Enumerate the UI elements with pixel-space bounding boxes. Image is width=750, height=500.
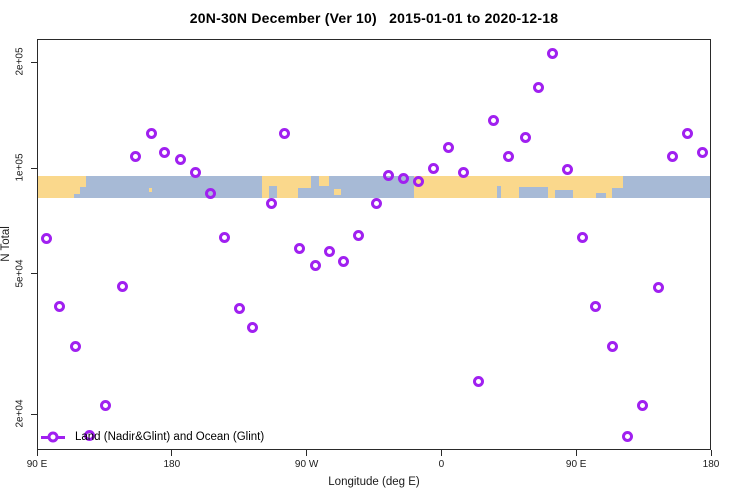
data-point bbox=[190, 167, 202, 179]
data-point bbox=[146, 128, 158, 140]
data-point bbox=[473, 375, 485, 387]
x-axis-tick bbox=[440, 450, 442, 456]
plot-area-border bbox=[37, 39, 711, 450]
ocean-notch bbox=[519, 187, 548, 198]
y-axis-tick bbox=[31, 61, 37, 63]
land-segment bbox=[74, 176, 81, 194]
data-point bbox=[562, 163, 574, 175]
data-point bbox=[590, 301, 602, 313]
land-segment bbox=[318, 176, 330, 186]
legend-line-swatch bbox=[41, 431, 65, 443]
data-point bbox=[278, 128, 290, 140]
y-axis-tick-label: 2e+05 bbox=[14, 47, 26, 76]
data-point bbox=[175, 154, 187, 166]
y-axis-tick bbox=[31, 413, 37, 415]
data-point bbox=[547, 48, 559, 60]
data-point bbox=[682, 128, 694, 140]
data-point bbox=[443, 141, 455, 153]
y-axis-title: N Total bbox=[0, 226, 12, 262]
data-point bbox=[621, 430, 633, 442]
data-point bbox=[666, 151, 678, 163]
data-point bbox=[577, 232, 589, 244]
data-point bbox=[697, 146, 709, 158]
land-segment bbox=[333, 189, 342, 195]
data-point bbox=[458, 166, 470, 178]
data-point bbox=[83, 429, 95, 441]
data-point bbox=[205, 187, 217, 199]
data-point bbox=[323, 246, 335, 258]
ocean-notch bbox=[496, 185, 502, 198]
data-point bbox=[53, 301, 65, 313]
land-segment bbox=[80, 176, 86, 187]
ocean-notch bbox=[269, 185, 277, 198]
legend-open-circle-marker bbox=[47, 431, 59, 443]
data-point bbox=[370, 197, 382, 209]
data-point bbox=[502, 151, 514, 163]
x-axis-tick-label: 0 bbox=[438, 459, 445, 470]
land-segment bbox=[612, 176, 623, 189]
x-axis-tick bbox=[306, 450, 308, 456]
x-axis-tick-label: 90 E bbox=[26, 459, 48, 470]
x-axis-title: Longitude (deg E) bbox=[328, 476, 420, 488]
land-segment bbox=[297, 176, 312, 189]
data-point bbox=[41, 233, 53, 245]
x-axis-tick-label: 180 bbox=[163, 459, 181, 470]
y-axis-tick bbox=[31, 167, 37, 169]
data-point bbox=[158, 146, 170, 158]
chart-title: 20N-30N December (Ver 10) 2015-01-01 to … bbox=[189, 10, 559, 26]
x-axis-tick bbox=[710, 450, 712, 456]
x-axis-tick bbox=[171, 450, 173, 456]
data-point bbox=[519, 132, 531, 144]
data-point bbox=[427, 162, 439, 174]
data-point bbox=[383, 169, 395, 181]
land-segment bbox=[37, 176, 75, 198]
data-point bbox=[130, 151, 142, 163]
x-axis-tick-label: 90 W bbox=[294, 459, 319, 470]
data-point bbox=[265, 197, 277, 209]
x-axis-tick bbox=[36, 450, 38, 456]
data-point bbox=[352, 230, 364, 242]
legend: Land (Nadir&Glint) and Ocean (Glint) bbox=[41, 430, 264, 444]
land-segment bbox=[149, 188, 153, 193]
data-point bbox=[116, 280, 128, 292]
data-point bbox=[653, 281, 665, 293]
ocean-notch bbox=[555, 189, 574, 198]
data-point bbox=[247, 321, 259, 333]
ocean-notch bbox=[595, 193, 607, 198]
data-point bbox=[70, 340, 82, 352]
data-point bbox=[100, 399, 112, 411]
data-point bbox=[337, 255, 349, 267]
data-point bbox=[233, 303, 245, 315]
data-point bbox=[533, 82, 545, 94]
y-axis-tick-label: 5e+04 bbox=[14, 259, 26, 288]
y-axis-tick-label: 2e+04 bbox=[14, 399, 26, 428]
data-point bbox=[637, 400, 649, 412]
data-point bbox=[398, 173, 410, 185]
data-point bbox=[310, 260, 322, 272]
x-axis-tick bbox=[575, 450, 577, 456]
x-axis-tick-label: 90 E bbox=[565, 459, 587, 470]
legend-label: Land (Nadir&Glint) and Ocean (Glint) bbox=[75, 431, 265, 443]
data-point bbox=[218, 232, 230, 244]
y-axis-tick-label: 1e+05 bbox=[14, 153, 26, 182]
y-axis-tick bbox=[31, 273, 37, 275]
data-point bbox=[293, 243, 305, 255]
x-axis-tick-label: 180 bbox=[702, 459, 720, 470]
data-point bbox=[487, 115, 499, 127]
data-point bbox=[607, 340, 619, 352]
data-point bbox=[413, 175, 425, 187]
